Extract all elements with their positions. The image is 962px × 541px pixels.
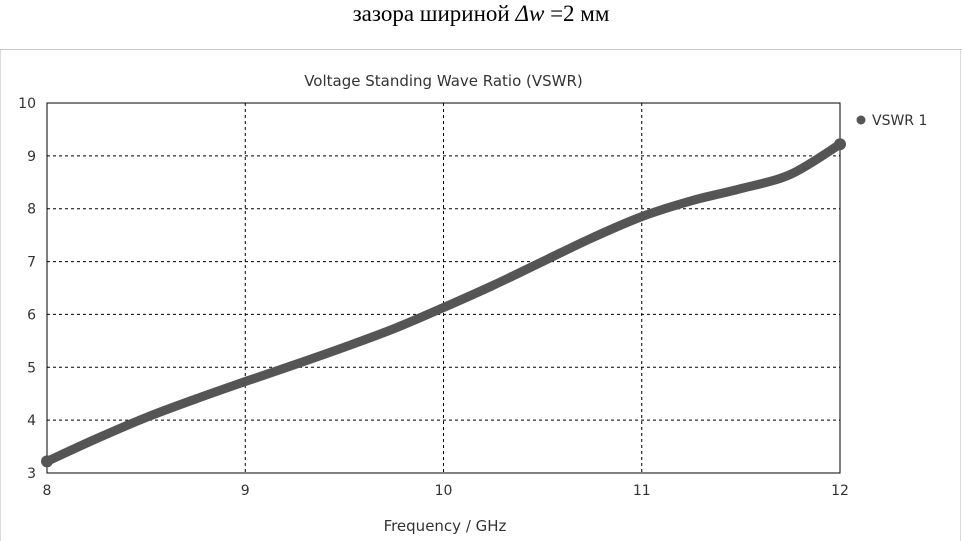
grid-lines [47, 103, 840, 473]
x-tick-label-9: 9 [241, 483, 250, 499]
frame-left-edge [0, 50, 1, 541]
figure-caption: зазора шириной Δw =2 мм [0, 0, 962, 34]
plot-area-frame [46, 102, 841, 474]
caption-symbol: Δw [515, 1, 545, 26]
y-tick-label-3: 3 [27, 466, 36, 482]
series-end-point-1 [834, 138, 846, 151]
y-tick-label-9: 9 [27, 149, 36, 165]
y-tick-label-10: 10 [18, 96, 36, 112]
caption-prefix: зазора шириной [352, 1, 516, 26]
y-tick-label-4: 4 [27, 413, 36, 429]
y-tick-label-6: 6 [27, 307, 36, 323]
x-tick-label-11: 11 [633, 483, 651, 499]
x-axis-label: Frequency / GHz [384, 517, 507, 535]
frame-right-edge [960, 50, 961, 541]
chart-title: Voltage Standing Wave Ratio (VSWR) [304, 72, 583, 90]
legend-label-vswr-1: VSWR 1 [872, 113, 927, 129]
caption-suffix: =2 мм [544, 1, 610, 26]
series-line-vswr-1 [42, 139, 845, 466]
series-start-point-1 [41, 455, 53, 468]
series-lines [41, 138, 846, 468]
y-tick-label-7: 7 [27, 255, 36, 271]
x-tick-label-8: 8 [43, 483, 52, 499]
x-tick-label-10: 10 [435, 483, 453, 499]
y-tick-label-5: 5 [27, 360, 36, 376]
legend[interactable]: VSWR 1 [856, 113, 928, 129]
y-tick-label-8: 8 [27, 202, 36, 218]
separator-line [0, 49, 962, 50]
tick-labels: 8 9 10 11 12 3 4 5 6 7 8 9 10 [18, 96, 849, 499]
legend-marker [856, 115, 866, 125]
x-tick-label-12: 12 [831, 483, 849, 499]
